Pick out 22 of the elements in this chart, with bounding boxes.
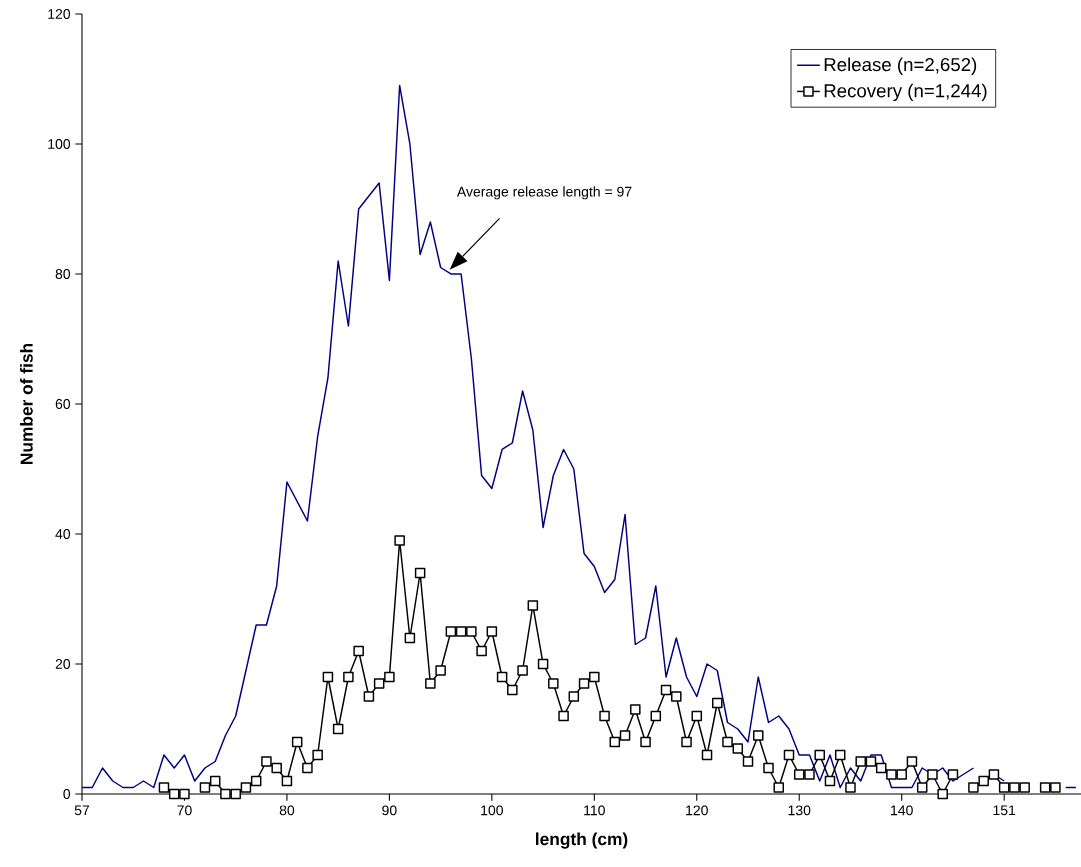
y-axis-title: Number of fish [20,343,33,464]
x-tick-label: 80 [279,805,295,816]
legend-label: Release (n=2,652) [824,57,977,75]
x-tick-label: 70 [177,805,192,816]
legend-label: Recovery (n=1,244) [824,83,987,102]
x-tick-label: 151 [993,805,1016,816]
x-axis-title: length (cm) [536,832,628,849]
y-tick-label: 100 [48,139,71,149]
x-tick-label: 140 [891,805,913,816]
x-tick-label: 90 [382,805,397,816]
annotation: Average release length = 97 [456,186,632,200]
x-tick-label: 57 [74,805,90,816]
y-tick-label: 40 [55,529,71,539]
y-tick-label: 80 [55,269,71,279]
x-tick-label: 110 [584,805,605,816]
y-tick-label: 120 [48,9,71,19]
y-tick-label: 20 [55,659,71,669]
y-tick-label: 60 [55,399,71,409]
x-tick-label: 100 [481,805,503,816]
x-tick-label: 120 [686,805,708,816]
y-tick-label: 0 [63,789,71,799]
x-tick-label: 130 [788,805,811,816]
